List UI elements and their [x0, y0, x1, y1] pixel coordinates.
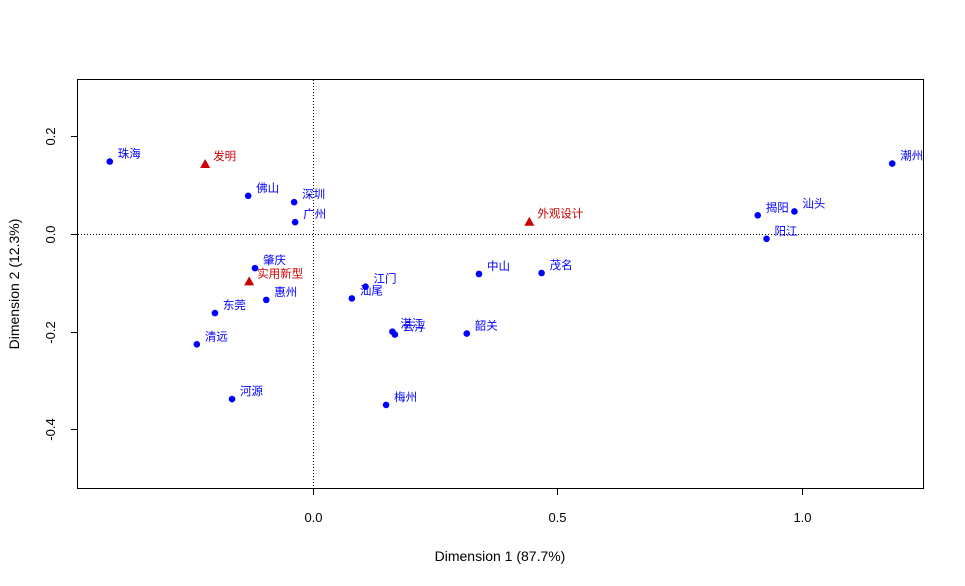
row-point-label: 汕头 [802, 196, 825, 210]
row-point-marker [193, 341, 201, 348]
y-axis: 0.2 0.0 -0.2 -0.4 [43, 127, 78, 441]
row-point-label: 揭阳 [766, 200, 789, 214]
x-axis-title: Dimension 1 (87.7%) [435, 548, 566, 564]
data-points [106, 158, 896, 409]
row-point-label: 清远 [205, 329, 228, 343]
row-point-label: 佛山 [256, 181, 279, 195]
row-point-label: 广州 [303, 207, 326, 221]
plot-border [77, 79, 924, 489]
row-point-label: 江门 [374, 272, 397, 286]
row-point-marker [211, 309, 219, 317]
row-point-label: 惠州 [274, 285, 297, 299]
column-point-label: 发明 [213, 149, 236, 163]
row-point-marker [791, 208, 798, 215]
row-point-marker [475, 270, 483, 278]
x-tick-label: 0.0 [304, 510, 322, 525]
row-point-marker [763, 235, 770, 243]
row-point-marker [391, 331, 399, 338]
row-point-marker [291, 218, 299, 226]
row-point-label: 中山 [487, 259, 510, 273]
row-point-label: 茂名 [550, 258, 573, 272]
y-tick-label: 0.0 [43, 225, 58, 243]
row-point-marker [348, 295, 356, 302]
y-tick-label: -0.4 [43, 418, 58, 440]
row-point-label: 深圳 [302, 187, 325, 201]
row-point-marker [463, 330, 471, 337]
column-point-marker [244, 276, 255, 286]
x-axis: 0.0 0.5 1.0 [304, 488, 812, 525]
column-point-marker [524, 216, 535, 226]
row-point-label: 珠海 [118, 147, 141, 161]
row-point-label: 韶关 [475, 319, 498, 333]
y-tick-label: -0.2 [43, 321, 58, 343]
row-point-marker [888, 160, 896, 167]
x-tick-label: 0.5 [548, 510, 566, 525]
row-point-marker [251, 264, 259, 272]
row-point-marker [244, 192, 252, 200]
row-point-label: 潮州 [900, 149, 923, 163]
reference-lines [78, 80, 924, 488]
x-tick-label: 1.0 [793, 510, 811, 525]
row-point-label: 汕尾 [360, 283, 383, 297]
row-point-marker [754, 212, 762, 219]
row-point-marker [382, 401, 390, 409]
row-point-label: 云浮 [403, 320, 426, 334]
y-axis-title: Dimension 2 (12.3%) [6, 219, 22, 350]
row-point-label: 肇庆 [263, 253, 286, 267]
row-point-label: 阳江 [775, 224, 798, 238]
row-point-label: 湛江 [400, 317, 423, 331]
row-point-marker [262, 296, 270, 304]
y-tick-label: 0.2 [43, 127, 58, 145]
row-point-marker [106, 158, 114, 165]
row-point-label: 河源 [240, 384, 263, 398]
row-point-marker [538, 269, 545, 277]
row-point-marker [362, 283, 369, 290]
row-point-label: 梅州 [394, 390, 417, 404]
row-point-marker [228, 395, 236, 403]
column-point-label: 实用新型 [257, 266, 303, 280]
column-point-marker [200, 159, 211, 169]
row-point-label: 东莞 [223, 298, 246, 312]
column-point-label: 外观设计 [537, 207, 583, 221]
row-point-marker [290, 198, 298, 206]
